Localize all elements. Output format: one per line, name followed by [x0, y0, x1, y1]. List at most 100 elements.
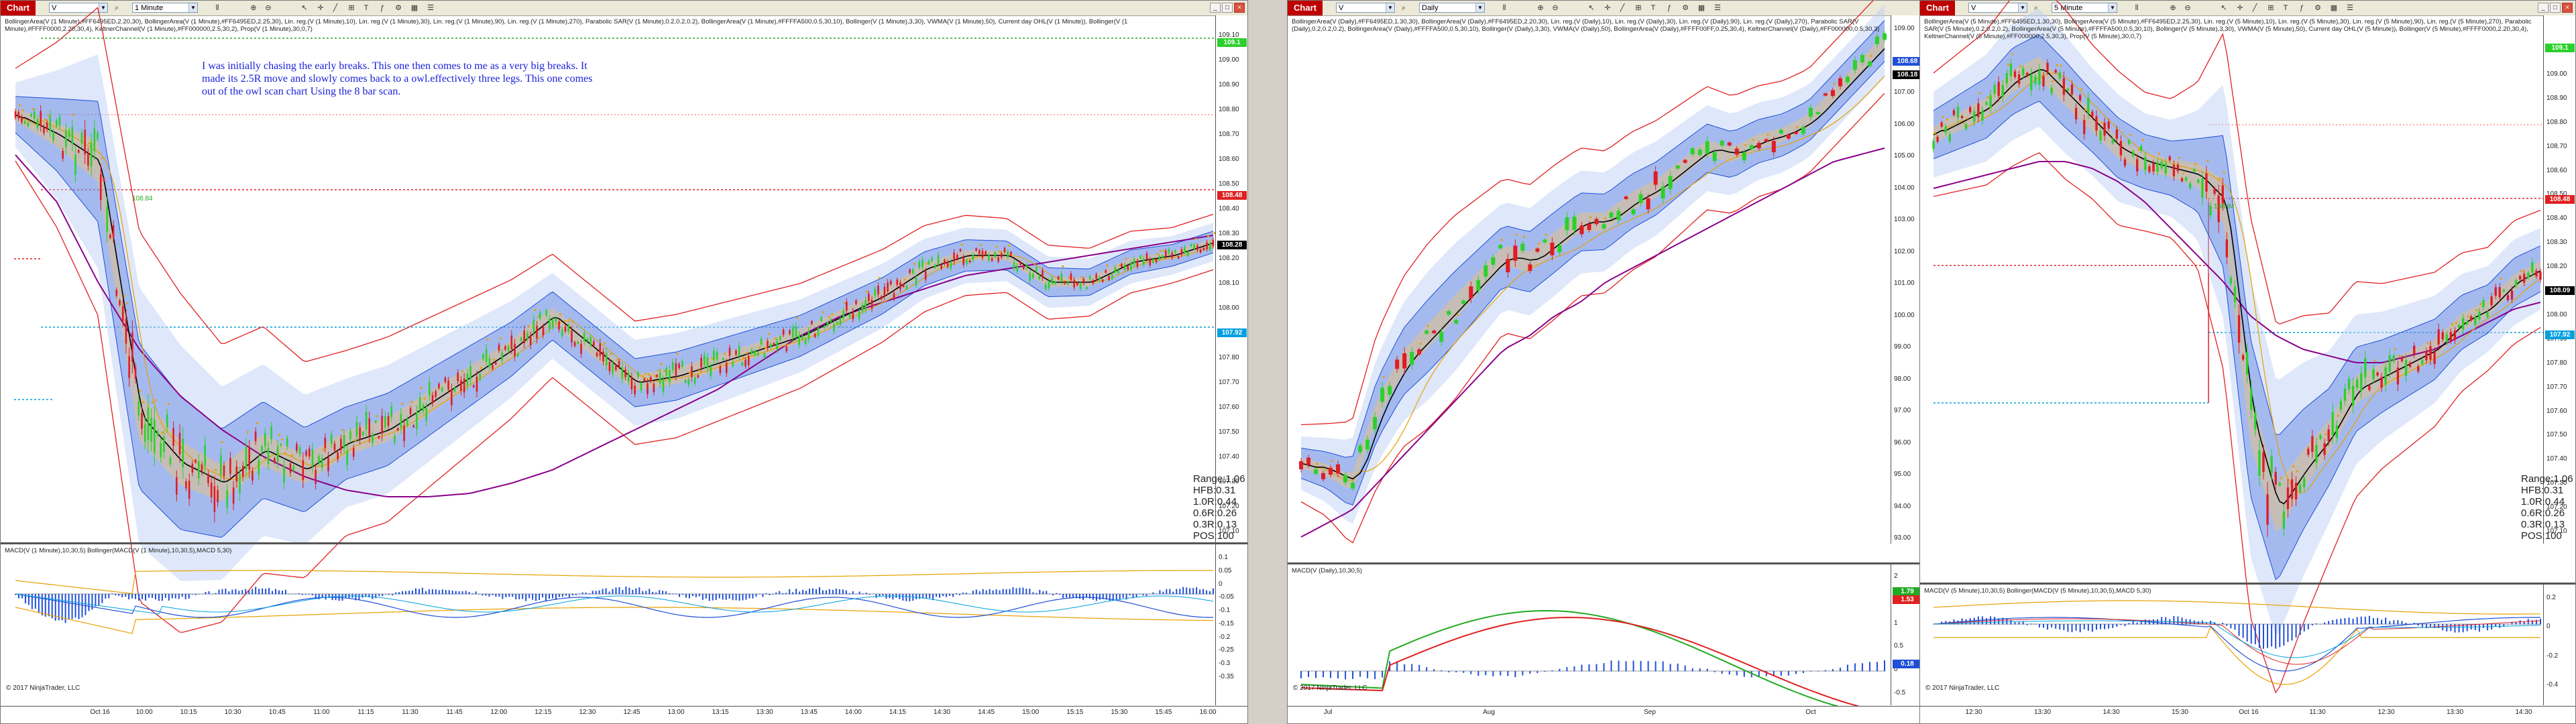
text-icon[interactable]: T	[2283, 4, 2288, 12]
macd-line	[1933, 617, 2540, 672]
chart-style-icon[interactable]: ⊞	[348, 4, 355, 12]
vwma-line	[1300, 75, 1885, 481]
strategies-icon[interactable]: ⚙	[395, 4, 402, 12]
candlestick	[956, 255, 958, 259]
macd-histogram-bar	[965, 593, 967, 595]
candlestick	[972, 255, 974, 261]
instrument-selector[interactable]: V ▼	[1336, 3, 1395, 13]
candlestick	[1092, 280, 1095, 284]
instrument-selector[interactable]: V ▼	[1968, 3, 2027, 13]
search-icon[interactable]: ⌕	[2033, 4, 2039, 12]
panel-separator[interactable]	[1, 542, 1247, 544]
minimize-button[interactable]: _	[2538, 3, 2549, 13]
instrument-selector[interactable]: V ▼	[49, 3, 108, 13]
zoom-out-icon[interactable]: ⊖	[2184, 4, 2191, 12]
data-box-icon[interactable]: ▦	[1697, 4, 1705, 12]
crosshair-icon[interactable]: ✛	[1604, 4, 1611, 12]
chart-style-icon[interactable]: ⊞	[1635, 4, 1642, 12]
chart-menu-button[interactable]: Chart	[1, 1, 36, 15]
price-chart-5-minute[interactable]	[1920, 1, 2576, 724]
search-icon[interactable]: ⌕	[114, 4, 119, 12]
crosshair-icon[interactable]: ✛	[317, 4, 324, 12]
candlestick	[1351, 482, 1355, 489]
candlestick	[349, 431, 351, 440]
maximize-button[interactable]: □	[2550, 3, 2561, 13]
parabolic-sar-dot	[1767, 133, 1769, 136]
macd-histogram-bar	[2279, 624, 2281, 648]
chart-style-icon[interactable]: ⊞	[2267, 4, 2274, 12]
bar-type-icon[interactable]: ⫴	[215, 4, 219, 12]
macd-histogram-bar	[675, 593, 677, 595]
candlestick	[2172, 164, 2176, 176]
zoom-in-icon[interactable]: ⊕	[1537, 4, 1544, 12]
draw-line-icon[interactable]: ╱	[1620, 4, 1625, 12]
parabolic-sar-dot	[2373, 359, 2376, 362]
price-marker-tag: 108.48	[1217, 191, 1247, 200]
bar-type-icon[interactable]: ⫴	[1502, 4, 1506, 12]
parabolic-sar-dot	[742, 356, 745, 359]
interval-selector[interactable]: Daily ▼	[1419, 3, 1485, 13]
chart-menu-button[interactable]: Chart	[1288, 1, 1323, 15]
strategies-icon[interactable]: ⚙	[2314, 4, 2321, 12]
bar-type-icon[interactable]: ⫴	[2135, 4, 2139, 12]
indicators-icon[interactable]: ƒ	[2299, 4, 2304, 12]
zoom-out-icon[interactable]: ⊖	[265, 4, 272, 12]
pointer-icon[interactable]: ↖	[301, 4, 308, 12]
stat-line: HFB:0.31	[2521, 485, 2564, 496]
draw-line-icon[interactable]: ╱	[2252, 4, 2257, 12]
properties-icon[interactable]: ☰	[2347, 4, 2353, 12]
zoom-out-icon[interactable]: ⊖	[1552, 4, 1559, 12]
macd-histogram-bar	[645, 591, 647, 595]
panel-separator[interactable]	[1920, 583, 2575, 585]
draw-line-icon[interactable]: ╱	[333, 4, 338, 12]
properties-icon[interactable]: ☰	[427, 4, 434, 12]
parabolic-sar-dot	[1796, 126, 1799, 129]
candlestick	[2298, 485, 2302, 492]
search-icon[interactable]: ⌕	[1401, 4, 1406, 12]
macd-histogram-bar	[2291, 624, 2293, 641]
maximize-button[interactable]: □	[1222, 3, 1233, 13]
price-chart-1-minute[interactable]	[1, 1, 1248, 724]
candlestick	[593, 341, 595, 347]
crosshair-icon[interactable]: ✛	[2237, 4, 2243, 12]
interval-selector[interactable]: 1 Minute ▼	[132, 3, 198, 13]
indicators-icon[interactable]: ƒ	[1667, 4, 1672, 12]
zoom-in-icon[interactable]: ⊕	[2170, 4, 2176, 12]
parabolic-sar-dot	[410, 400, 413, 404]
chart-menu-button[interactable]: Chart	[1920, 1, 1955, 15]
candlestick	[296, 444, 298, 451]
candlestick	[87, 153, 89, 166]
text-icon[interactable]: T	[363, 4, 369, 12]
candlestick	[769, 343, 772, 347]
macd-histogram-bar	[978, 591, 981, 595]
pointer-icon[interactable]: ↖	[1588, 4, 1595, 12]
price-tick-label: 107.10	[1219, 528, 1239, 535]
candlestick	[2225, 239, 2228, 257]
pointer-icon[interactable]: ↖	[2221, 4, 2227, 12]
close-button[interactable]: ×	[2562, 3, 2573, 13]
indicators-icon[interactable]: ƒ	[380, 4, 385, 12]
candlestick	[213, 486, 216, 512]
candlestick	[1082, 279, 1085, 284]
data-box-icon[interactable]: ▦	[410, 4, 418, 12]
price-chart-daily[interactable]	[1288, 1, 1923, 724]
strategies-icon[interactable]: ⚙	[1682, 4, 1689, 12]
data-box-icon[interactable]: ▦	[2330, 4, 2338, 12]
interval-selector[interactable]: 5 Minute ▼	[2052, 3, 2117, 13]
candlestick	[757, 352, 759, 356]
parabolic-sar-dot	[2500, 278, 2502, 280]
candlestick	[555, 318, 557, 322]
close-button[interactable]: ×	[1234, 3, 1245, 13]
properties-icon[interactable]: ☰	[1714, 4, 1721, 12]
candlestick	[1602, 224, 1606, 229]
macd-histogram-bar	[2531, 620, 2533, 625]
candlestick	[2136, 159, 2139, 172]
minimize-button[interactable]: _	[1210, 3, 1221, 13]
macd-histogram-bar	[2055, 624, 2057, 629]
panel-separator[interactable]	[1288, 562, 1923, 564]
macd-histogram-bar	[2222, 623, 2224, 625]
text-icon[interactable]: T	[1650, 4, 1656, 12]
zoom-in-icon[interactable]: ⊕	[250, 4, 257, 12]
stat-line: POS:100	[2521, 530, 2562, 542]
macd-histogram-bar	[1595, 664, 1598, 672]
